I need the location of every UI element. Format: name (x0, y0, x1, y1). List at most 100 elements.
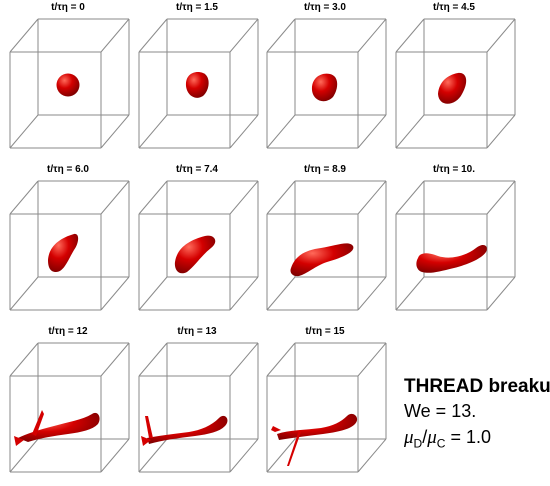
droplet-render (266, 342, 387, 473)
mu-c-symbol: μ (427, 427, 437, 448)
ratio-slash: / (422, 427, 428, 447)
cube-edge (486, 180, 516, 215)
panel-title: t/τη = 7.4 (176, 164, 218, 175)
cube-edge (100, 18, 130, 53)
cube-edge (357, 438, 387, 473)
cube-edge (138, 342, 168, 377)
panel-t15: t/τη = 15 (261, 326, 389, 484)
cube-edge (357, 342, 387, 377)
droplet-body (416, 245, 487, 273)
cube-edge (395, 18, 425, 53)
panel-t3-0: t/τη = 3.0 (261, 2, 389, 160)
mu-d-symbol: μ (404, 427, 414, 448)
cube-edge (486, 18, 516, 53)
cube-edge (395, 276, 425, 311)
cube-edge (357, 114, 387, 149)
cube-edge (357, 18, 387, 53)
panel-title: t/τη = 6.0 (47, 164, 89, 175)
droplet-thread (18, 412, 100, 442)
cube-edge (229, 342, 259, 377)
panel-title: t/τη = 10. (433, 164, 475, 175)
cube-edge (266, 180, 296, 215)
viscosity-ratio: μD/μC = 1.0 (404, 424, 550, 457)
cube-edge (229, 438, 259, 473)
cube-edge (138, 276, 168, 311)
cube-edge (486, 276, 516, 311)
cube-edge (9, 342, 39, 377)
panel-t7-4: t/τη = 7.4 (133, 164, 261, 322)
panel-title: t/τη = 0 (51, 2, 85, 13)
cube-edge (138, 180, 168, 215)
droplet-spike (32, 410, 44, 436)
droplet-render (138, 180, 259, 311)
cube-edge (100, 438, 130, 473)
droplet-body (438, 72, 467, 104)
droplet-render (9, 342, 130, 473)
panel-t4-5: t/τη = 4.5 (390, 2, 518, 160)
cube-edge (395, 180, 425, 215)
panel-title: t/τη = 12 (48, 326, 88, 337)
legend-title: THREAD breakup (404, 376, 550, 397)
droplet-render (395, 180, 516, 311)
weber-number: We = 13. (404, 401, 477, 421)
mu-d-subscript: D (413, 436, 423, 451)
droplet-tail (14, 436, 24, 446)
cube-edge (229, 18, 259, 53)
droplet-tail (141, 436, 151, 446)
cube-edge (395, 114, 425, 149)
panel-t13: t/τη = 13 (133, 326, 261, 484)
cube-edge (9, 276, 39, 311)
cube-edge (266, 18, 296, 53)
ratio-value: = 1.0 (450, 427, 492, 447)
cube-edge (100, 276, 130, 311)
droplet-render (266, 180, 387, 311)
droplet-body (290, 243, 354, 277)
droplet-thread (147, 415, 228, 444)
panel-title: t/τη = 3.0 (304, 2, 346, 13)
panel-title: t/τη = 4.5 (433, 2, 475, 13)
droplet-body (185, 72, 209, 98)
cube-edge (266, 114, 296, 149)
cube-edge (100, 180, 130, 215)
droplet-tail (271, 426, 281, 432)
mu-c-subscript: C (436, 436, 446, 451)
droplet-body (48, 233, 79, 272)
cube-edge (100, 342, 130, 377)
droplet-filament (287, 430, 301, 466)
droplet-body (56, 73, 80, 97)
droplet-render (138, 18, 259, 149)
panel-t8-9: t/τη = 8.9 (261, 164, 389, 322)
cube-edge (9, 18, 39, 53)
cube-edge (357, 180, 387, 215)
cube-edge (9, 438, 39, 473)
cube-edge (357, 276, 387, 311)
panel-t0: t/τη = 0 (4, 2, 132, 160)
cube-edge (138, 114, 168, 149)
cube-edge (138, 438, 168, 473)
panel-title: t/τη = 8.9 (304, 164, 346, 175)
panel-t10: t/τη = 10. (390, 164, 518, 322)
droplet-render (266, 18, 387, 149)
cube-edge (266, 438, 296, 473)
cube-edge (229, 180, 259, 215)
droplet-body (311, 73, 338, 102)
droplet-render (9, 180, 130, 311)
cube-edge (229, 276, 259, 311)
cube-edge (266, 342, 296, 377)
panel-t12: t/τη = 12 (4, 326, 132, 484)
cube-edge (9, 180, 39, 215)
panel-title: t/τη = 15 (305, 326, 345, 337)
cube-edge (9, 114, 39, 149)
panel-t1-5: t/τη = 1.5 (133, 2, 261, 160)
droplet-render (9, 18, 130, 149)
droplet-spike (145, 416, 153, 438)
droplet-body (174, 235, 216, 274)
droplet-render (138, 342, 259, 473)
legend: THREAD breakup We = 13. μD/μC = 1.0 (404, 376, 550, 457)
cube-edge (486, 114, 516, 149)
panel-title: t/τη = 13 (177, 326, 217, 337)
droplet-render (395, 18, 516, 149)
cube-edge (229, 114, 259, 149)
cube-edge (100, 114, 130, 149)
panel-title: t/τη = 1.5 (176, 2, 218, 13)
